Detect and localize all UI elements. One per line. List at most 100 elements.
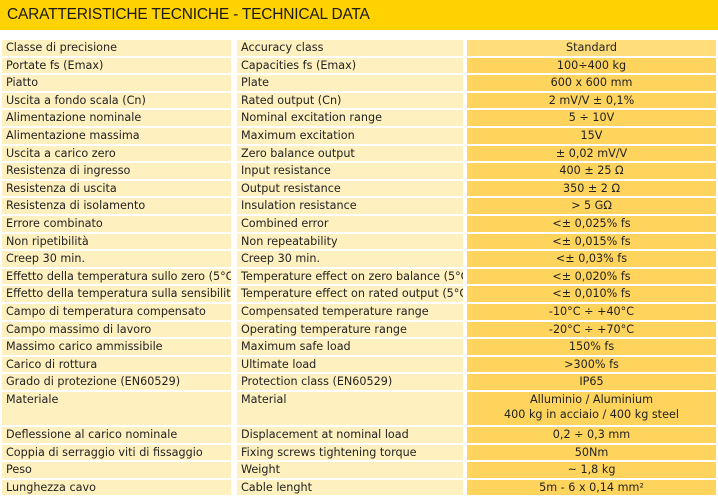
label-en: Weight [237,462,463,480]
label-it: Carico di rottura [2,356,231,375]
title-bar: CARATTERISTICHE TECNICHE - TECHNICAL DAT… [0,0,718,30]
label-it: Alimentazione massima [2,127,231,146]
label-it: Deflessione al carico nominale [2,427,231,445]
table-row: Creep 30 min. Creep 30 min. <± 0,03% fs [2,251,716,269]
table-row: Non ripetibilità Non repeatability <± 0,01… [2,233,716,252]
label-en: Material [237,391,463,428]
value-cell: 350 ± 2 Ω [467,180,716,199]
label-en: Temperature effect on rated output (5°C) [237,286,463,304]
label-it: Creep 30 min. [2,251,231,269]
label-en: Capacities fs (Emax) [237,57,463,76]
label-it: Piatto [2,75,231,93]
value-cell: <± 0,025% fs [467,215,716,234]
label-en: Displacement at nominal load [237,427,463,445]
label-en: Protection class (EN60529) [237,374,463,392]
value-cell: ± 0,02 mV/V [467,145,716,164]
table-row: Uscita a carico zero Zero balance output ±… [2,145,716,164]
table-row: Coppia di serraggio viti di fissaggio Fix… [2,444,716,463]
table-row: Uscita a fondo scala (Cn) Rated output (C… [2,92,716,111]
label-it: Effetto della temperatura sullo zero (5°… [2,268,231,287]
table-row: Resistenza di isolamento Insulation resis… [2,198,716,216]
header-value: Standard [467,40,716,58]
value-cell: 100÷400 kg [467,57,716,76]
table-row: Campo massimo di lavoro Operating tempera… [2,321,716,340]
value-line-1: Alluminio / Aluminium [530,392,653,406]
label-it: Resistenza di ingresso [2,163,231,181]
label-it: Non ripetibilità [2,233,231,252]
label-en: Input resistance [237,163,463,181]
value-cell: > 5 GΩ [467,198,716,216]
label-it: Campo di temperatura compensato [2,303,231,322]
table-row: Alimentazione nominale Nominal excitation… [2,110,716,128]
label-it: Uscita a carico zero [2,145,231,164]
label-it: Errore combinato [2,215,231,234]
label-en: Maximum safe load [237,339,463,357]
table-row: Materiale Material Alluminio / Aluminium 40… [2,391,716,428]
value-cell: -10°C ÷ +40°C [467,303,716,322]
value-cell: <± 0,015% fs [467,233,716,252]
label-en: Output resistance [237,180,463,199]
label-en: Nominal excitation range [237,110,463,128]
label-en: Cable lenght [237,479,463,498]
header-en: Accuracy class [237,40,463,58]
value-cell: 0,2 ÷ 0,3 mm [467,427,716,445]
value-cell: 5m - 6 x 0,14 mm² [467,479,716,498]
table-row: Campo di temperatura compensato Compensat… [2,303,716,322]
label-it: Peso [2,462,231,480]
technical-data-table: Classe di precisione Accuracy class Stan… [2,40,716,498]
label-en: Insulation resistance [237,198,463,216]
table-row: Grado di protezione (EN60529) Protection … [2,374,716,392]
table-row: Deflessione al carico nominale Displaceme… [2,427,716,445]
value-cell: 600 x 600 mm [467,75,716,93]
value-cell: <± 0,03% fs [467,251,716,269]
value-cell: >300% fs [467,356,716,375]
table-row: Massimo carico ammissibile Maximum safe l… [2,339,716,357]
table-row: Alimentazione massima Maximum excitation 1… [2,127,716,146]
value-cell: 15V [467,127,716,146]
label-en: Combined error [237,215,463,234]
value-cell: 2 mV/V ± 0,1% [467,92,716,111]
label-it: Materiale [2,391,231,428]
label-it: Alimentazione nominale [2,110,231,128]
table-row: Carico di rottura Ultimate load >300% fs [2,356,716,375]
table-row: Resistenza di uscita Output resistance 350… [2,180,716,199]
label-en: Operating temperature range [237,321,463,340]
label-en: Plate [237,75,463,93]
header-it: Classe di precisione [2,40,231,58]
value-cell: 5 ÷ 10V [467,110,716,128]
value-cell: 400 ± 25 Ω [467,163,716,181]
label-it: Resistenza di uscita [2,180,231,199]
value-cell: ~ 1,8 kg [467,462,716,480]
table-row: Effetto della temperatura sulla sensibil… [2,286,716,304]
value-cell: <± 0,020% fs [467,268,716,287]
label-en: Creep 30 min. [237,251,463,269]
label-en: Fixing screws tightening torque [237,444,463,463]
label-it: Campo massimo di lavoro [2,321,231,340]
table-header-row: Classe di precisione Accuracy class Stan… [2,40,716,58]
value-line-2: 400 kg in acciaio / 400 kg steel [504,408,679,422]
label-it: Grado di protezione (EN60529) [2,374,231,392]
table-row: Resistenza di ingresso Input resistance 40… [2,163,716,181]
value-cell: Alluminio / Aluminium 400 kg in acciaio /… [467,391,716,428]
label-en: Compensated temperature range [237,303,463,322]
page-title: CARATTERISTICHE TECNICHE - TECHNICAL DAT… [7,6,370,23]
label-it: Lunghezza cavo [2,479,231,498]
label-en: Rated output (Cn) [237,92,463,111]
table-row: Portate fs (Emax) Capacities fs (Emax) 100… [2,57,716,76]
value-cell: -20°C ÷ +70°C [467,321,716,340]
label-it: Portate fs (Emax) [2,57,231,76]
label-it: Massimo carico ammissibile [2,339,231,357]
table-row: Effetto della temperatura sullo zero (5°… [2,268,716,287]
value-cell: 50Nm [467,444,716,463]
table-row: Piatto Plate 600 x 600 mm [2,75,716,93]
label-it: Resistenza di isolamento [2,198,231,216]
label-en: Zero balance output [237,145,463,164]
label-en: Non repeatability [237,233,463,252]
label-it: Coppia di serraggio viti di fissaggio [2,444,231,463]
table-row: Peso Weight ~ 1,8 kg [2,462,716,480]
value-cell: <± 0,010% fs [467,286,716,304]
value-cell: 150% fs [467,339,716,357]
table-row: Lunghezza cavo Cable lenght 5m - 6 x 0,14 … [2,479,716,498]
label-it: Effetto della temperatura sulla sensibil… [2,286,231,304]
label-en: Temperature effect on zero balance (5°C) [237,268,463,287]
